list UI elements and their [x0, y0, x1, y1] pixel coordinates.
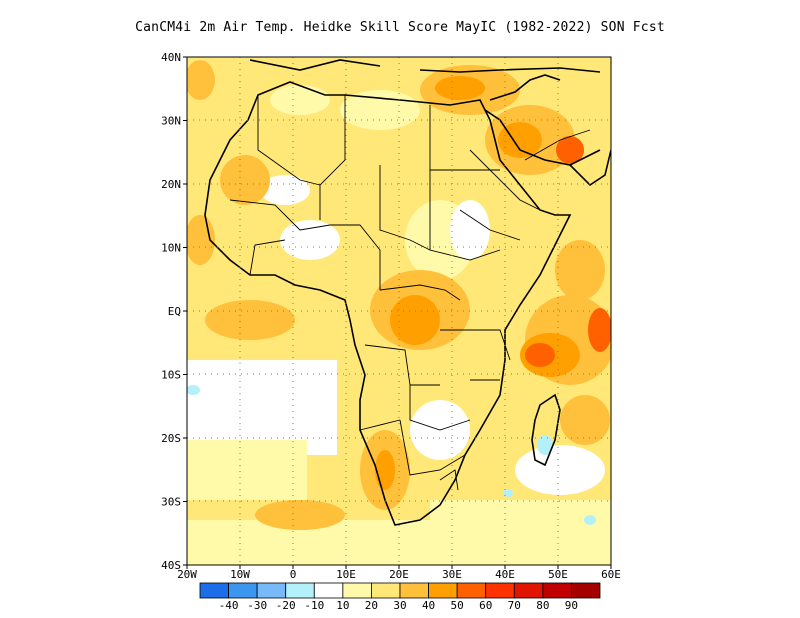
lat-tick-label: 20N — [161, 178, 181, 191]
colorbar-swatch — [285, 582, 315, 599]
lon-tick-label: 50E — [548, 568, 568, 581]
colorbar-label: 60 — [479, 599, 492, 612]
colorbar-label: -20 — [276, 599, 296, 612]
colorbar-label: 30 — [393, 599, 406, 612]
lon-tick-label: 40E — [495, 568, 515, 581]
lat-tick-label: 10N — [161, 242, 181, 255]
colorbar-label: -40 — [219, 599, 239, 612]
lat-tick-label: 40N — [161, 51, 181, 64]
colorbar-swatch — [571, 582, 601, 599]
colorbar-swatch — [313, 582, 344, 599]
colorbar-swatch — [199, 582, 229, 599]
latitude-axis: 40N 30N 20N 10N EQ 10S 20S 30S 40S — [161, 51, 187, 572]
lat-tick-label: 10S — [161, 369, 181, 382]
colorbar-swatch — [371, 582, 401, 599]
colorbar-swatch — [428, 582, 458, 599]
lon-tick-label: 10W — [230, 568, 250, 581]
lat-tick-label: 30S — [161, 496, 181, 509]
chart-title: CanCM4i 2m Air Temp. Heidke Skill Score … — [135, 20, 665, 35]
colorbar-swatch — [485, 582, 515, 599]
graticule — [187, 57, 611, 565]
colorbar-label: -10 — [304, 599, 324, 612]
colorbar-label: 70 — [508, 599, 521, 612]
country-borders — [229, 95, 591, 491]
lon-tick-label: 30E — [442, 568, 462, 581]
lon-tick-label: 60E — [601, 568, 621, 581]
lon-tick-label: 10E — [336, 568, 356, 581]
colorbar-swatch — [456, 582, 487, 599]
colorbar-swatch — [228, 582, 258, 599]
lat-tick-label: 20S — [161, 432, 181, 445]
colorbar-swatch — [513, 582, 544, 599]
lon-tick-label: 20E — [389, 568, 409, 581]
lon-tick-label: 0 — [290, 568, 297, 581]
longitude-axis: 20W 10W 0 10E 20E 30E 40E 50E 60E — [177, 565, 621, 581]
colorbar-label: 20 — [365, 599, 378, 612]
colorbar-label: 40 — [422, 599, 435, 612]
lat-tick-label: EQ — [168, 305, 181, 318]
colorbar-label: 90 — [565, 599, 578, 612]
colorbar: -40 -30 -20 -10 10 20 30 40 50 60 70 80 90 — [199, 582, 601, 612]
colorbar-swatch — [342, 582, 372, 599]
lat-tick-label: 40S — [161, 559, 181, 572]
shaded-field — [187, 57, 611, 565]
colorbar-label: 80 — [536, 599, 549, 612]
lon-tick-label: 20W — [177, 568, 197, 581]
colorbar-swatch — [256, 582, 287, 599]
colorbar-swatch — [399, 582, 429, 599]
colorbar-label: -30 — [247, 599, 267, 612]
colorbar-label: 50 — [451, 599, 464, 612]
lat-tick-label: 30N — [161, 115, 181, 128]
colorbar-label: 10 — [336, 599, 349, 612]
colorbar-swatch — [542, 582, 572, 599]
